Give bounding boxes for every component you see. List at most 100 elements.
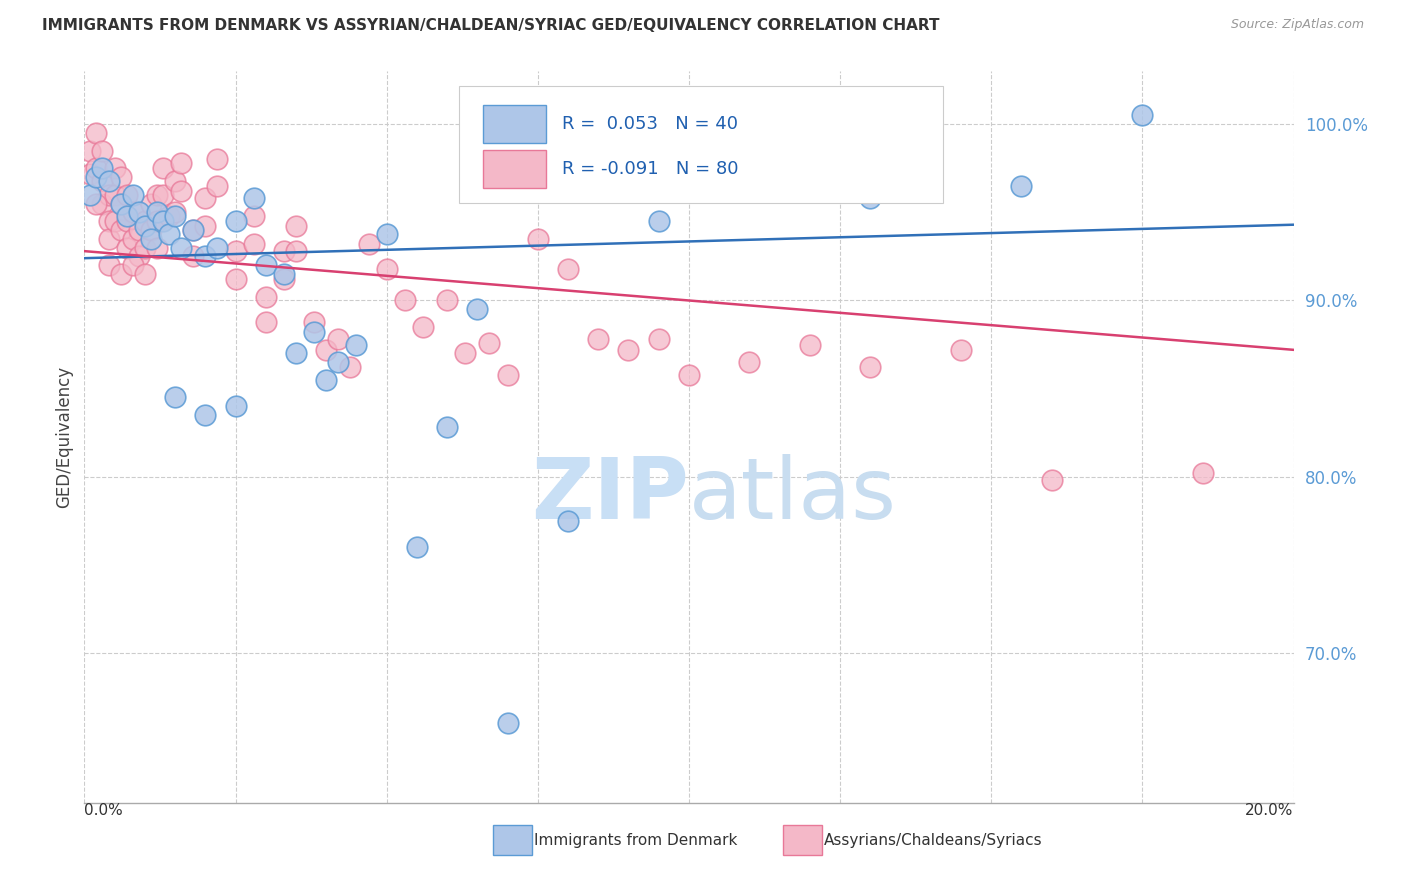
Point (496, 716, 519, 731)
Point (91, 196, 114, 211)
Point (339, 360, 361, 375)
Point (128, 249, 150, 263)
Point (225, 399, 247, 413)
Point (91, 161, 114, 176)
Point (225, 244, 247, 259)
Point (146, 205, 169, 219)
Text: Assyrians/Chaldeans/Syriacs: Assyrians/Chaldeans/Syriacs (824, 832, 1043, 847)
Point (194, 408, 217, 422)
Point (134, 214, 156, 228)
Text: R =  0.053   N = 40: R = 0.053 N = 40 (562, 115, 738, 133)
Point (91, 144, 114, 158)
Point (97, 214, 120, 228)
Point (79, 187, 101, 202)
Point (115, 241, 138, 255)
Point (86, 196, 108, 211)
Point (436, 420, 458, 434)
Point (170, 184, 193, 198)
Point (79, 167, 101, 181)
Point (97, 174, 120, 188)
Point (738, 355, 761, 369)
Text: Immigrants from Denmark: Immigrants from Denmark (534, 832, 738, 847)
Point (165, 391, 187, 405)
Point (950, 343, 973, 357)
Point (170, 241, 193, 255)
Point (1192, 467, 1215, 481)
Point (527, 232, 550, 246)
Point (375, 261, 398, 276)
Text: ZIP: ZIP (531, 454, 689, 537)
Point (1130, 108, 1153, 122)
Point (194, 191, 217, 205)
Point (134, 241, 156, 255)
Point (139, 223, 162, 237)
FancyBboxPatch shape (484, 105, 547, 143)
Point (194, 249, 217, 263)
Point (115, 187, 138, 202)
Point (115, 214, 138, 228)
Point (128, 205, 150, 219)
Point (134, 267, 156, 281)
FancyBboxPatch shape (484, 151, 547, 188)
Point (152, 161, 174, 176)
Point (678, 368, 700, 382)
FancyBboxPatch shape (783, 825, 823, 855)
Point (121, 205, 143, 219)
Point (165, 205, 187, 219)
Point (648, 332, 671, 346)
Point (557, 514, 579, 528)
FancyBboxPatch shape (460, 86, 943, 203)
Point (104, 161, 127, 176)
Point (315, 373, 337, 387)
Point (157, 209, 180, 223)
Point (302, 325, 325, 339)
Point (146, 241, 169, 255)
Point (412, 320, 434, 334)
Point (285, 346, 308, 360)
Point (207, 241, 229, 255)
Point (254, 315, 277, 329)
Point (557, 261, 579, 276)
Point (110, 196, 132, 211)
Point (375, 227, 398, 241)
Y-axis label: GED/Equivalency: GED/Equivalency (55, 366, 73, 508)
Point (110, 196, 132, 211)
Point (315, 343, 337, 357)
Point (110, 170, 132, 185)
Point (97, 232, 120, 246)
Point (86, 161, 108, 176)
Point (648, 214, 671, 228)
Point (181, 223, 204, 237)
Point (285, 219, 308, 234)
Point (859, 191, 882, 205)
Point (1040, 473, 1063, 487)
Text: IMMIGRANTS FROM DENMARK VS ASSYRIAN/CHALDEAN/SYRIAC GED/EQUIVALENCY CORRELATION : IMMIGRANTS FROM DENMARK VS ASSYRIAN/CHAL… (42, 18, 939, 33)
Point (496, 368, 519, 382)
Point (254, 258, 277, 272)
Point (86, 126, 108, 140)
Point (285, 244, 308, 259)
Point (104, 214, 127, 228)
Point (357, 237, 380, 252)
Point (97, 258, 120, 272)
Text: 20.0%: 20.0% (1246, 803, 1294, 818)
Point (242, 237, 264, 252)
Point (406, 540, 429, 554)
Point (110, 267, 132, 281)
Point (242, 191, 264, 205)
Point (165, 209, 187, 223)
Point (588, 332, 610, 346)
Point (104, 187, 127, 202)
Text: Source: ZipAtlas.com: Source: ZipAtlas.com (1230, 18, 1364, 31)
FancyBboxPatch shape (494, 825, 531, 855)
Text: R = -0.091   N = 80: R = -0.091 N = 80 (562, 161, 738, 178)
Point (128, 223, 150, 237)
Point (194, 219, 217, 234)
Point (121, 232, 143, 246)
Point (207, 178, 229, 193)
Point (152, 187, 174, 202)
Point (302, 315, 325, 329)
Point (165, 174, 187, 188)
Point (86, 170, 108, 185)
Point (436, 293, 458, 308)
